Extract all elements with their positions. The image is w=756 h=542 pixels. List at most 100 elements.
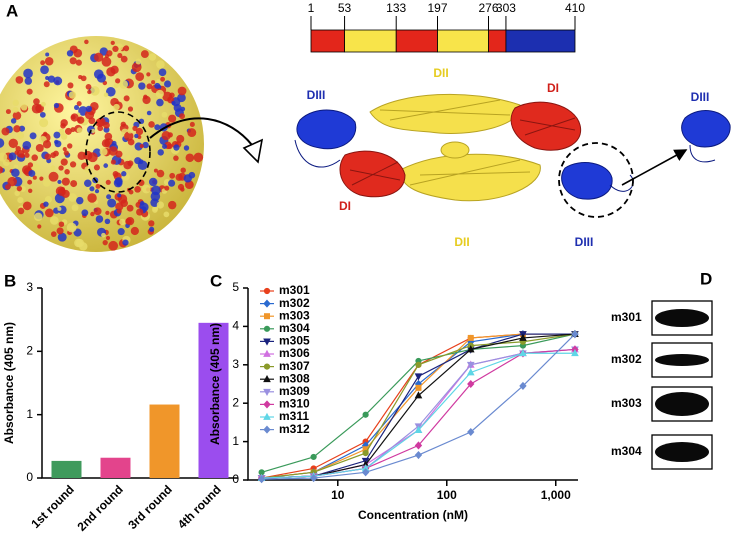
y-tick-label: 1 <box>26 407 33 421</box>
y-tick-label: 4 <box>232 319 239 333</box>
virus-texture <box>45 75 50 80</box>
virus-texture <box>66 222 77 233</box>
western-blot: m301 m302 m303 m304 <box>611 300 713 470</box>
panel-label: B <box>4 271 16 290</box>
virus-texture <box>68 91 77 99</box>
virus-texture <box>57 179 62 185</box>
virus-texture <box>128 189 134 195</box>
virus-texture <box>53 102 60 109</box>
virus-texture <box>27 179 33 185</box>
virus-texture <box>93 164 100 171</box>
data-point <box>362 450 369 457</box>
data-point <box>519 333 527 341</box>
virus-texture <box>93 52 104 62</box>
virus-texture <box>123 95 130 102</box>
virus-texture <box>126 204 134 212</box>
virus-texture <box>180 106 186 112</box>
virus-texture <box>113 103 120 111</box>
domain-i <box>339 101 582 198</box>
legend-marker <box>263 338 271 346</box>
virus-texture <box>156 169 165 178</box>
virus-texture <box>2 159 10 167</box>
legend-label: m312 <box>279 422 310 436</box>
virus-texture <box>124 131 134 141</box>
virus-texture <box>135 72 145 82</box>
virus-texture <box>76 101 82 107</box>
virus-texture <box>40 60 46 66</box>
virus-texture <box>169 172 176 179</box>
hollow-arrowhead <box>242 138 264 164</box>
virus-texture <box>99 47 109 56</box>
virus-texture <box>90 86 100 96</box>
domain-segment <box>344 29 397 53</box>
panel-label: A <box>6 1 18 20</box>
data-point <box>466 361 475 370</box>
virus-texture <box>60 133 68 140</box>
virus-texture <box>151 80 156 85</box>
virus-texture <box>48 171 59 182</box>
bar <box>198 322 229 478</box>
virus-texture <box>95 183 101 189</box>
virus-texture <box>122 239 129 246</box>
curved-arrow <box>149 117 253 146</box>
virus-texture <box>171 100 176 106</box>
virus-texture <box>135 127 144 136</box>
virus-texture <box>162 143 168 150</box>
virus-texture <box>64 127 72 135</box>
virus-texture <box>123 160 132 170</box>
blot-band <box>655 309 709 327</box>
virus-texture <box>22 201 32 211</box>
virus-texture <box>58 165 64 171</box>
virus-texture <box>164 80 172 88</box>
virus-texture <box>56 227 64 235</box>
legend-marker <box>263 388 271 397</box>
legend-marker <box>263 299 271 308</box>
virus-texture <box>183 145 190 151</box>
virus-texture <box>68 193 77 202</box>
virus-texture <box>16 185 23 192</box>
arrow <box>621 149 688 186</box>
data-point <box>414 441 423 450</box>
virus-texture <box>131 62 142 73</box>
protein-structure <box>294 93 731 202</box>
virus-texture <box>75 59 82 66</box>
data-point <box>414 391 423 399</box>
chart: C 0 1 2 3 4 5 Absorbance (405 nm) 10 100 1,000 Conc… <box>208 271 579 522</box>
panel-label: C <box>210 271 222 290</box>
virus-texture <box>107 198 117 208</box>
virus-texture <box>168 200 177 210</box>
virus-texture <box>43 81 50 88</box>
y-tick-label: 0 <box>232 472 239 486</box>
virus-texture <box>50 231 57 237</box>
legend-label: m307 <box>279 359 310 373</box>
bar <box>51 460 82 478</box>
virus-texture <box>57 232 67 242</box>
virus-texture <box>189 121 195 127</box>
virus-texture <box>160 76 166 82</box>
virus-texture <box>185 153 195 163</box>
virus-texture <box>101 232 106 238</box>
virus-texture <box>148 121 155 128</box>
virus-texture <box>53 76 63 86</box>
virus-texture <box>103 163 109 168</box>
virus-texture <box>57 187 66 196</box>
domain-ii <box>369 93 541 202</box>
legend-label: m310 <box>279 397 310 411</box>
virus-texture <box>7 176 17 187</box>
virus-texture <box>33 164 41 172</box>
data-point <box>519 381 527 390</box>
tick-label: 197 <box>427 1 447 15</box>
tick-label: 1 <box>308 1 315 15</box>
data-point <box>415 384 422 391</box>
virus-texture <box>179 113 185 120</box>
virus-texture <box>10 118 17 124</box>
virus-texture <box>154 124 161 131</box>
virus-texture <box>104 53 109 58</box>
virus-texture <box>119 79 128 89</box>
bar <box>149 404 180 478</box>
virus-texture <box>31 103 42 114</box>
virus-texture <box>95 118 105 127</box>
y-tick-label: 2 <box>26 344 33 358</box>
virus-texture <box>60 123 66 129</box>
x-tick-label: 1,000 <box>541 488 571 502</box>
